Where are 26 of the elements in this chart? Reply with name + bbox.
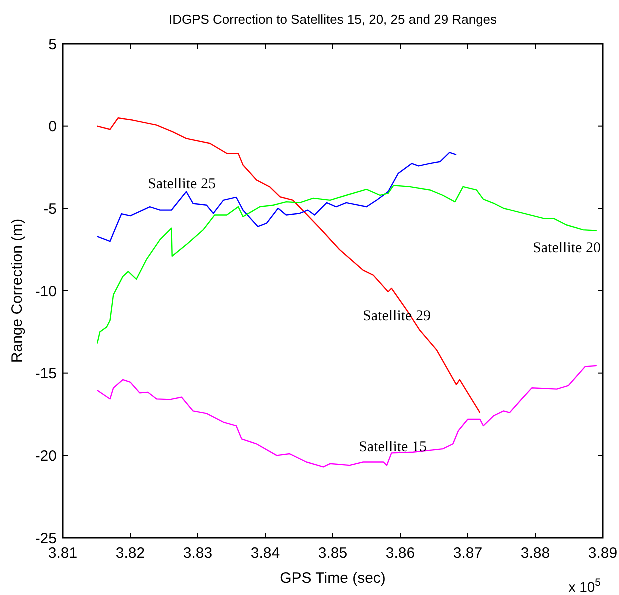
x-tick-label: 3.81 bbox=[48, 545, 78, 562]
chart-title: IDGPS Correction to Satellites 15, 20, 25 and 29 Ranges bbox=[168, 12, 498, 27]
x-tick-label: 3.85 bbox=[318, 545, 348, 562]
y-tick-label: -20 bbox=[35, 448, 57, 465]
x-tick-label: 3.82 bbox=[116, 545, 146, 562]
y-tick-label: -25 bbox=[35, 530, 57, 548]
x-tick-label: 3.87 bbox=[453, 545, 483, 562]
text: x 10$^{5}$ bbox=[568, 577, 602, 595]
line-series bbox=[96, 365, 598, 468]
series-label: Satellite 29 bbox=[363, 308, 431, 324]
x-tick-label: 3.83 bbox=[183, 545, 213, 562]
line-series bbox=[96, 118, 481, 414]
line-series bbox=[96, 152, 458, 242]
x-tick-label: 3.86 bbox=[386, 545, 416, 562]
y-axis-title: Range Correction (m) bbox=[9, 218, 26, 364]
series-label: Satellite 20 bbox=[533, 240, 601, 256]
x-axis-title: GPS Time (sec) bbox=[280, 570, 386, 587]
x-tick-label: 3.84 bbox=[250, 545, 280, 562]
y-tick-label: -15 bbox=[35, 366, 57, 383]
series-label: Satellite 25 bbox=[148, 176, 216, 192]
y-tick-label: -10 bbox=[35, 283, 57, 300]
y-tick-label: 0 bbox=[48, 118, 57, 136]
x-tick-label: 3.88 bbox=[520, 545, 550, 562]
x-tick-label: 3.89 bbox=[588, 545, 618, 562]
y-tick-label: 5 bbox=[48, 36, 57, 54]
y-tick-label: -5 bbox=[44, 200, 57, 218]
